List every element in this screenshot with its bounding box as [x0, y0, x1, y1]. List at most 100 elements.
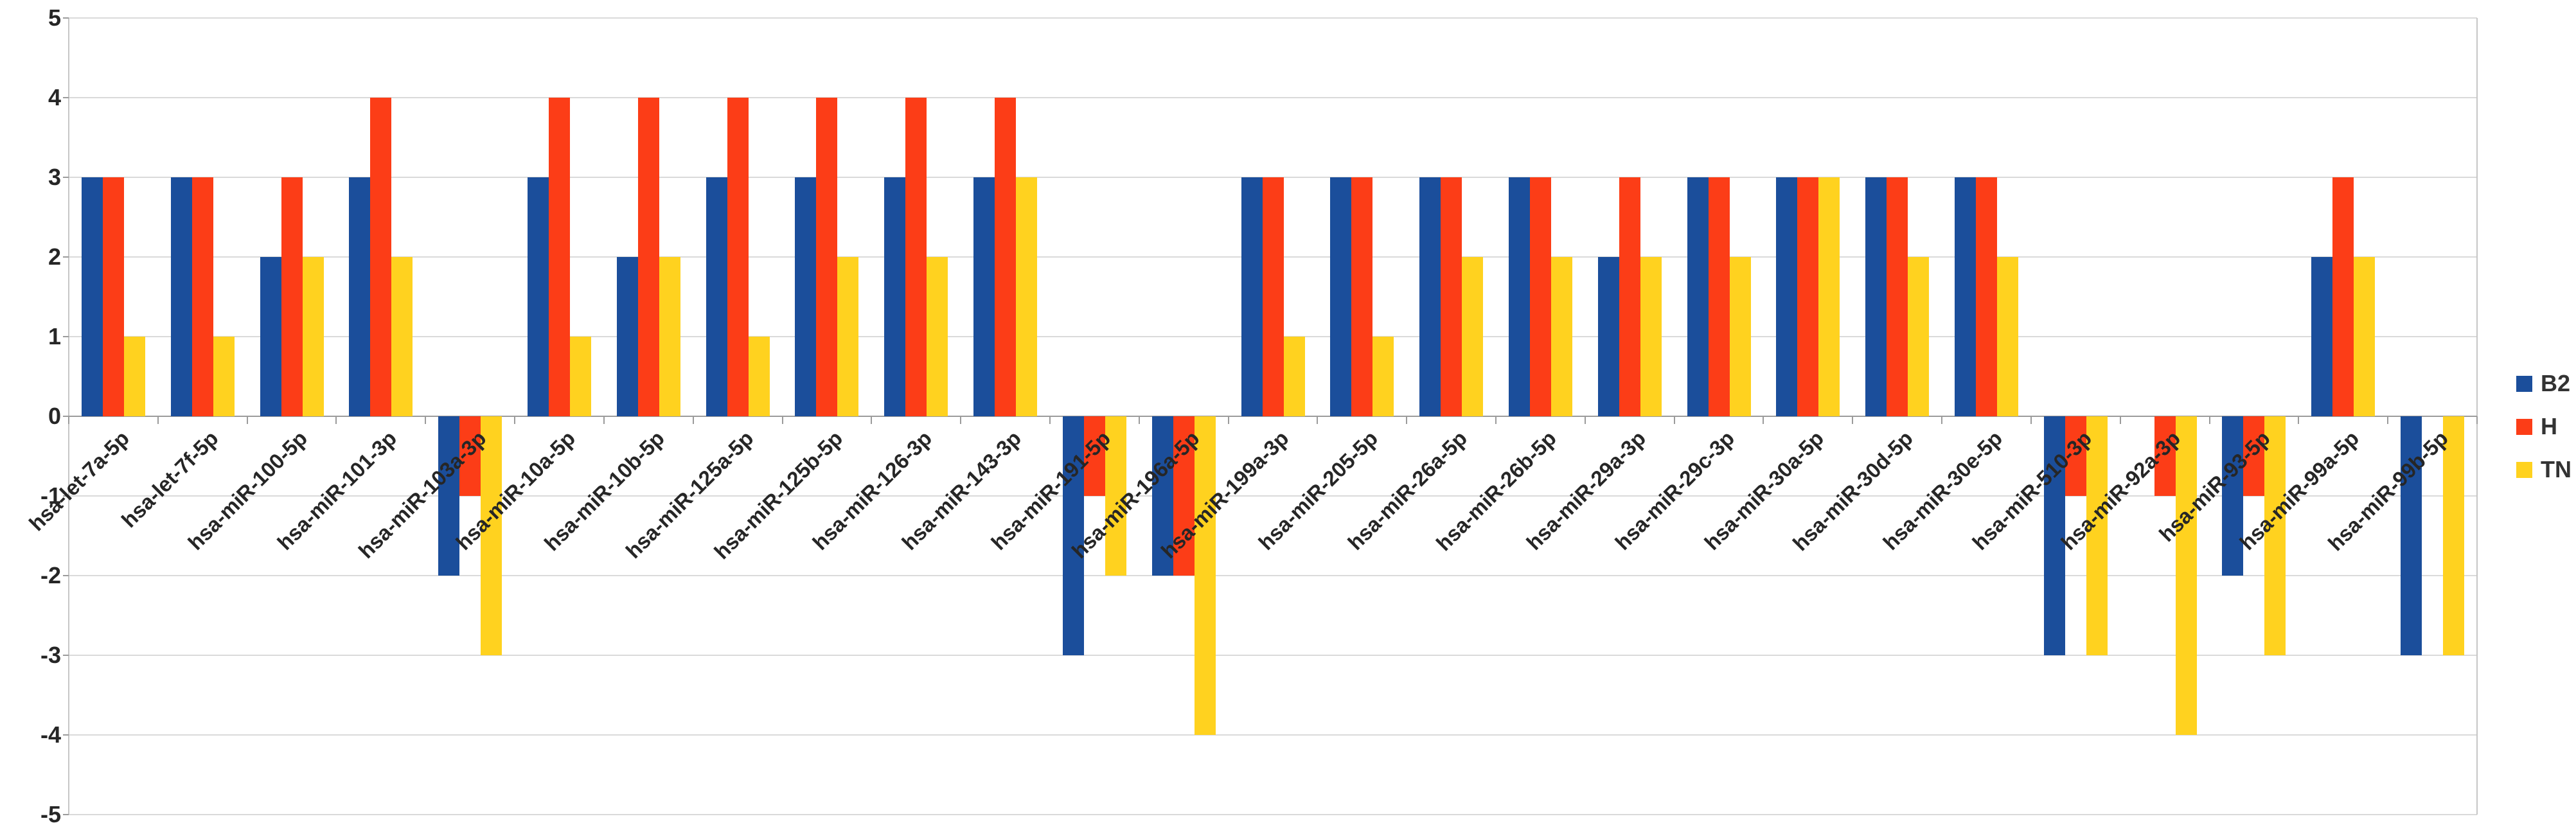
bar-TN-hsa-miR-93-5p — [2264, 416, 2286, 655]
bar-B2-hsa-miR-99b-5p — [2401, 416, 2422, 655]
bar-B2-hsa-miR-26b-5p — [1508, 177, 1530, 416]
bar-H-hsa-miR-191-5p — [1083, 416, 1105, 496]
y-axis-tick — [63, 336, 69, 337]
bar-TN-hsa-miR-30d-5p — [1908, 257, 1930, 416]
legend-label: TN — [2541, 456, 2572, 482]
bar-TN-hsa-miR-29a-3p — [1640, 257, 1662, 416]
bar-B2-hsa-let-7f-5p — [170, 177, 192, 416]
bar-B2-hsa-miR-191-5p — [1062, 416, 1084, 655]
bar-TN-hsa-miR-30e-5p — [1997, 257, 2019, 416]
bar-H-hsa-miR-100-5p — [281, 177, 303, 416]
bar-TN-hsa-miR-92a-3p — [2175, 416, 2197, 735]
bar-H-hsa-miR-103a-3p — [459, 416, 481, 496]
x-axis-tick — [68, 416, 69, 424]
x-axis-tick — [2476, 416, 2478, 424]
x-axis-tick — [1317, 416, 1319, 424]
bar-H-hsa-miR-29c-3p — [1708, 177, 1730, 416]
bar-TN-hsa-miR-26a-5p — [1462, 257, 1484, 416]
bar-B2-hsa-miR-100-5p — [260, 257, 281, 416]
bar-B2-hsa-miR-101-3p — [349, 177, 371, 416]
bar-B2-hsa-let-7a-5p — [81, 177, 103, 416]
y-tick-label: 4 — [48, 84, 61, 110]
y-tick-label: -1 — [40, 482, 61, 509]
bar-H-hsa-miR-199a-3p — [1262, 177, 1284, 416]
bar-B2-hsa-miR-510-3p — [2043, 416, 2065, 655]
x-axis-tick — [603, 416, 605, 424]
y-axis-tick — [63, 734, 69, 736]
y-axis-tick — [63, 416, 69, 417]
bar-B2-hsa-miR-10b-5p — [616, 257, 638, 416]
bar-TN-hsa-miR-30a-5p — [1818, 177, 1840, 416]
bar-TN-hsa-miR-10b-5p — [659, 257, 680, 416]
legend-label: B2 — [2541, 370, 2571, 396]
bar-B2-hsa-miR-196a-5p — [1151, 416, 1173, 576]
bar-B2-hsa-miR-93-5p — [2222, 416, 2244, 576]
y-axis-tick — [63, 256, 69, 258]
bar-TN-hsa-miR-126-3p — [927, 257, 948, 416]
bar-B2-hsa-miR-30d-5p — [1865, 177, 1887, 416]
bar-H-hsa-miR-30d-5p — [1887, 177, 1908, 416]
bar-B2-hsa-miR-143-3p — [973, 177, 995, 416]
x-axis-tick — [157, 416, 159, 424]
bar-TN-hsa-miR-125a-5p — [748, 337, 770, 416]
x-axis-tick — [1673, 416, 1675, 424]
x-axis-tick — [1495, 416, 1497, 424]
y-tick-label: 5 — [48, 4, 61, 31]
y-axis-tick — [63, 495, 69, 497]
y-tick-label: 2 — [48, 243, 61, 270]
bar-B2-hsa-miR-99a-5p — [2311, 257, 2333, 416]
bar-TN-hsa-miR-510-3p — [2086, 416, 2108, 655]
bar-TN-hsa-let-7a-5p — [123, 337, 145, 416]
gridline — [69, 495, 2477, 497]
bar-B2-hsa-miR-30e-5p — [1955, 177, 1976, 416]
bar-B2-hsa-miR-125a-5p — [706, 177, 727, 416]
y-tick-label: 0 — [48, 403, 61, 429]
bar-TN-hsa-miR-191-5p — [1105, 416, 1126, 576]
bar-H-hsa-miR-10a-5p — [548, 98, 570, 416]
bar-H-hsa-miR-30a-5p — [1797, 177, 1819, 416]
x-axis-tick — [1138, 416, 1140, 424]
x-axis-tick — [1049, 416, 1051, 424]
legend-swatch-TN — [2516, 461, 2532, 478]
bar-TN-hsa-miR-10a-5p — [569, 337, 591, 416]
legend-swatch-H — [2516, 418, 2532, 435]
legend-label: H — [2541, 413, 2557, 439]
chart-legend: B2 H TN — [2516, 371, 2572, 500]
gridline — [69, 814, 2477, 815]
x-axis-tick — [1941, 416, 1943, 424]
y-tick-label: 1 — [48, 323, 61, 349]
y-tick-label: -5 — [40, 801, 61, 827]
y-tick-label: -3 — [40, 642, 61, 668]
bar-H-hsa-let-7f-5p — [191, 177, 213, 416]
bar-TN-hsa-miR-100-5p — [302, 257, 324, 416]
bar-B2-hsa-miR-26a-5p — [1419, 177, 1441, 416]
legend-item: B2 — [2516, 371, 2572, 396]
bar-TN-hsa-miR-196a-5p — [1194, 416, 1216, 735]
x-axis-tick — [514, 416, 516, 424]
x-axis-tick — [2119, 416, 2121, 424]
category-label: hsa-let-7a-5p — [24, 426, 134, 536]
bar-H-hsa-miR-26a-5p — [1441, 177, 1462, 416]
bar-TN-hsa-miR-26b-5p — [1550, 257, 1572, 416]
bar-TN-hsa-miR-125b-5p — [837, 257, 859, 416]
bar-B2-hsa-miR-29a-3p — [1597, 257, 1619, 416]
bar-H-hsa-miR-30e-5p — [1976, 177, 1998, 416]
bar-H-hsa-miR-92a-3p — [2154, 416, 2176, 496]
y-axis-tick — [63, 655, 69, 656]
x-axis-tick — [246, 416, 248, 424]
bar-TN-hsa-miR-99b-5p — [2443, 416, 2465, 655]
bar-B2-hsa-miR-30a-5p — [1776, 177, 1798, 416]
x-axis-tick — [1406, 416, 1408, 424]
bar-H-hsa-miR-29a-3p — [1619, 177, 1640, 416]
y-tick-label: -2 — [40, 562, 61, 588]
bar-H-hsa-miR-126-3p — [905, 98, 927, 416]
bar-TN-hsa-miR-99a-5p — [2354, 257, 2376, 416]
x-axis-tick — [2298, 416, 2300, 424]
gridline — [69, 17, 2477, 19]
x-axis-tick — [692, 416, 694, 424]
bar-B2-hsa-miR-103a-3p — [438, 416, 460, 576]
gridline — [69, 734, 2477, 736]
x-axis-tick — [871, 416, 873, 424]
